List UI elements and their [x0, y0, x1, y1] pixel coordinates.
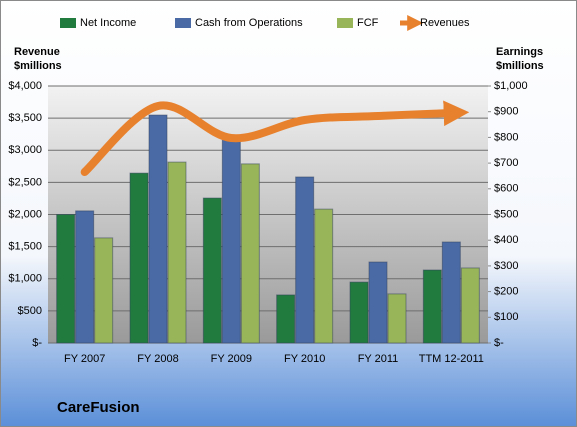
bar: [295, 176, 315, 344]
bar: [349, 281, 369, 344]
bar: [460, 267, 480, 344]
legend-label: Net Income: [80, 17, 136, 29]
bar: [129, 172, 149, 344]
bar: [148, 114, 168, 344]
y-tick-label: $1,500: [8, 241, 42, 253]
y-tick-label: $2,000: [8, 208, 42, 220]
bar: [202, 197, 222, 344]
y2-axis-title: $millions: [496, 60, 544, 72]
bar: [94, 237, 114, 344]
bar: [56, 214, 76, 344]
y2-tick-label: $700: [494, 157, 518, 169]
y2-tick-label: $800: [494, 131, 518, 143]
y-tick-label: $-: [32, 337, 42, 349]
y2-tick-label: $900: [494, 106, 518, 118]
y-axis-title: Revenue: [14, 46, 60, 58]
x-tick-label: FY 2010: [284, 353, 325, 365]
legend-label: Cash from Operations: [195, 17, 303, 29]
bar: [441, 241, 461, 344]
bar: [368, 261, 388, 344]
legend-label: Revenues: [420, 17, 470, 29]
x-tick-label: FY 2011: [358, 353, 399, 365]
y2-tick-label: $500: [494, 208, 518, 220]
y2-tick-label: $400: [494, 234, 518, 246]
line: [80, 100, 470, 177]
bar: [167, 161, 187, 344]
y-tick-label: $1,000: [8, 273, 42, 285]
legend-label: FCF: [357, 17, 379, 29]
legend-marker: [60, 18, 76, 28]
bar: [75, 210, 95, 344]
chart-title: CareFusion: [57, 399, 140, 416]
y2-axis-title: Earnings: [496, 46, 543, 58]
x-tick-label: FY 2007: [64, 353, 105, 365]
y2-tick-label: $100: [494, 311, 518, 323]
legend-marker: [337, 18, 353, 28]
y-axis-title: $millions: [14, 60, 62, 72]
bar: [240, 163, 260, 344]
bar: [387, 293, 407, 344]
legend-marker: [175, 18, 191, 28]
bar: [314, 208, 334, 344]
y-tick-label: $4,000: [8, 80, 42, 92]
y2-tick-label: $200: [494, 286, 518, 298]
y2-tick-label: $300: [494, 260, 518, 272]
y-tick-label: $3,500: [8, 112, 42, 124]
x-tick-label: FY 2009: [211, 353, 252, 365]
bar: [276, 294, 296, 344]
y-tick-label: $2,500: [8, 176, 42, 188]
y2-tick-label: $-: [494, 337, 504, 349]
bar: [221, 137, 241, 344]
y-tick-label: $3,000: [8, 144, 42, 156]
y2-tick-label: $1,000: [494, 80, 528, 92]
x-tick-label: TTM 12-2011: [419, 353, 484, 365]
y-tick-label: $500: [18, 305, 42, 317]
x-tick-label: FY 2008: [137, 353, 178, 365]
y2-tick-label: $600: [494, 183, 518, 195]
bar: [422, 269, 442, 344]
